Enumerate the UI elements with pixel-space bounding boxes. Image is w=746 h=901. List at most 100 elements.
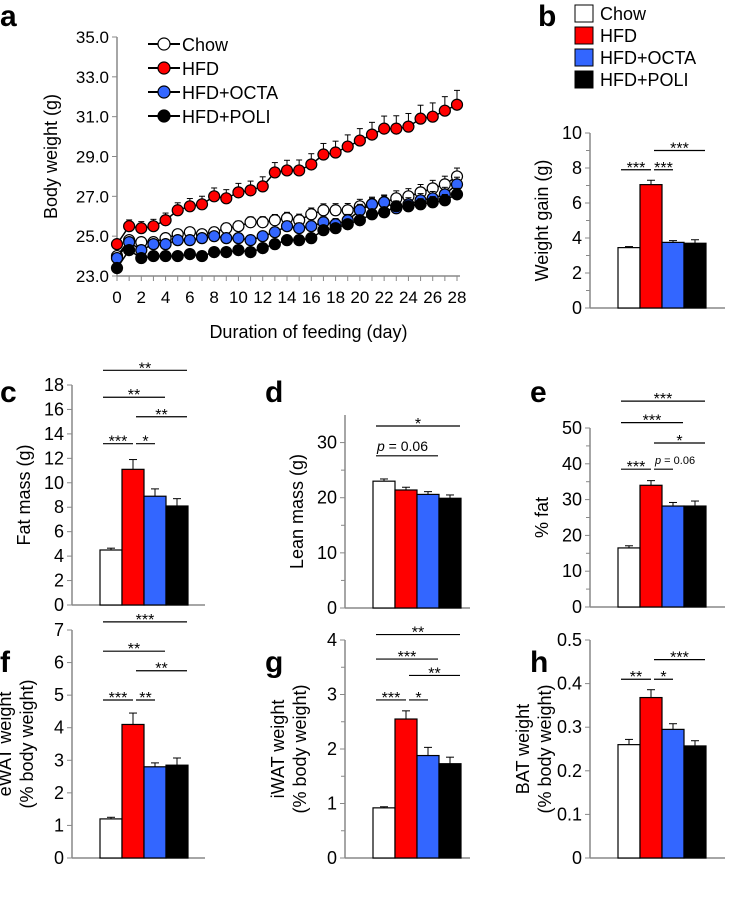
significance-label: * [660, 669, 666, 686]
y-tick-label: 0.4 [557, 674, 582, 694]
y-tick-label: 16 [44, 399, 64, 419]
significance-label: *** [654, 391, 673, 408]
data-point-HFD [183, 200, 196, 213]
data-point-HFD+POLI [426, 196, 439, 209]
data-point-Chow [329, 204, 342, 217]
data-point-Chow [317, 204, 330, 217]
data-point-HFD+OCTA [183, 234, 196, 247]
y-tick-label: 0 [327, 848, 337, 868]
y-tick-label: 0.2 [557, 761, 582, 781]
bar-Chow [372, 480, 396, 609]
data-point-HFD+POLI [256, 242, 269, 255]
legend-swatch [574, 4, 594, 23]
bar-Chow [99, 818, 123, 859]
legend-marker [157, 109, 171, 123]
significance-label: * [676, 433, 682, 450]
data-point-HFD+OCTA [208, 230, 221, 243]
y-tick-label: 7 [54, 620, 64, 640]
y-tick-label: 10 [562, 561, 582, 581]
bar-HFD [639, 184, 663, 309]
y-tick-label: 4 [327, 630, 337, 650]
x-tick-label: 22 [375, 288, 394, 307]
bar-HFD+POLI [165, 764, 189, 859]
panel-label-a: a [0, 0, 17, 33]
y-tick-label: 1 [327, 794, 337, 814]
data-point-HFD+POLI [232, 244, 245, 257]
y-tick-label: 6 [572, 193, 582, 213]
x-tick-label: 16 [302, 288, 321, 307]
data-point-HFD+POLI [317, 224, 330, 237]
bar-HFD [394, 718, 418, 859]
y-tick-label: 10 [44, 473, 64, 493]
bar-HFD [394, 489, 418, 609]
data-point-HFD+OCTA [280, 220, 294, 233]
data-point-HFD+POLI [280, 234, 294, 247]
y-tick-label: 2 [54, 783, 64, 803]
data-point-Chow [268, 214, 281, 227]
bar-HFD [121, 723, 145, 859]
panel-label-e: e [530, 376, 547, 409]
data-point-HFD [171, 204, 184, 217]
y-tick-label: 0 [572, 848, 582, 868]
x-tick-label: 26 [423, 288, 442, 307]
y-axis-label-h: BAT weight [513, 704, 533, 794]
bar-HFD+POLI [683, 745, 707, 859]
legend-swatch [574, 70, 594, 89]
x-tick-label: 14 [278, 288, 297, 307]
data-point-HFD+POLI [305, 232, 318, 245]
bar-HFD+POLI [438, 763, 462, 859]
y-axis-label-f: (% body weight) [17, 679, 37, 808]
significance-label: p = 0.06 [654, 455, 695, 467]
data-point-Chow [305, 208, 318, 221]
x-tick-label: 6 [185, 288, 194, 307]
x-tick-label: 4 [161, 288, 170, 307]
legend-entry: HFD+POLI [600, 70, 689, 90]
bar-HFD+POLI [165, 505, 189, 606]
bar-HFD+POLI [683, 505, 707, 608]
legend-entry: HFD+OCTA [182, 83, 278, 103]
significance-label: ** [155, 661, 167, 678]
y-tick-label: 27.0 [76, 187, 109, 206]
y-tick-label: 20 [562, 525, 582, 545]
y-tick-label: 3 [54, 750, 64, 770]
panel-label-f: f [0, 646, 11, 679]
y-tick-label: 0.3 [557, 717, 582, 737]
data-point-HFD+POLI [220, 246, 233, 259]
data-point-HFD [341, 140, 354, 153]
bar-HFD+OCTA [143, 766, 167, 859]
data-point-HFD+OCTA [244, 234, 257, 247]
y-axis-label-d: Lean mass (g) [287, 454, 307, 569]
y-tick-label: 0 [572, 298, 582, 318]
significance-label: * [142, 434, 148, 451]
data-point-HFD+OCTA [147, 238, 160, 251]
bar-HFD [121, 468, 145, 606]
data-point-HFD+POLI [329, 222, 342, 235]
data-point-HFD [208, 190, 221, 203]
data-point-HFD+POLI [438, 194, 451, 207]
y-tick-label: 31.0 [76, 108, 109, 127]
y-tick-label: 0 [327, 598, 337, 618]
y-tick-label: 10 [562, 123, 582, 143]
bar-HFD+POLI [683, 242, 707, 309]
y-tick-label: 14 [44, 424, 64, 444]
data-point-HFD+POLI [268, 238, 281, 251]
y-tick-label: 30 [317, 433, 337, 453]
data-point-HFD+POLI [341, 218, 354, 231]
data-point-HFD+POLI [135, 251, 148, 265]
data-point-HFD [123, 220, 136, 233]
panel-label-b: b [538, 0, 556, 33]
data-point-HFD+OCTA [305, 220, 318, 233]
y-axis-label-a: Body weight (g) [41, 94, 61, 219]
significance-label: *** [109, 434, 128, 451]
y-axis-label-g: iWAT weight [268, 700, 288, 799]
legend-entry: HFD+POLI [182, 107, 271, 127]
panel-label-c: c [0, 376, 17, 409]
significance-label: *** [136, 612, 155, 629]
y-axis-label-h: (% body weight) [535, 684, 555, 813]
y-tick-label: 25.0 [76, 227, 109, 246]
y-tick-label: 0 [54, 595, 64, 615]
data-point-HFD [195, 198, 209, 211]
legend-entry: HFD [600, 26, 637, 46]
data-point-HFD [365, 128, 379, 141]
